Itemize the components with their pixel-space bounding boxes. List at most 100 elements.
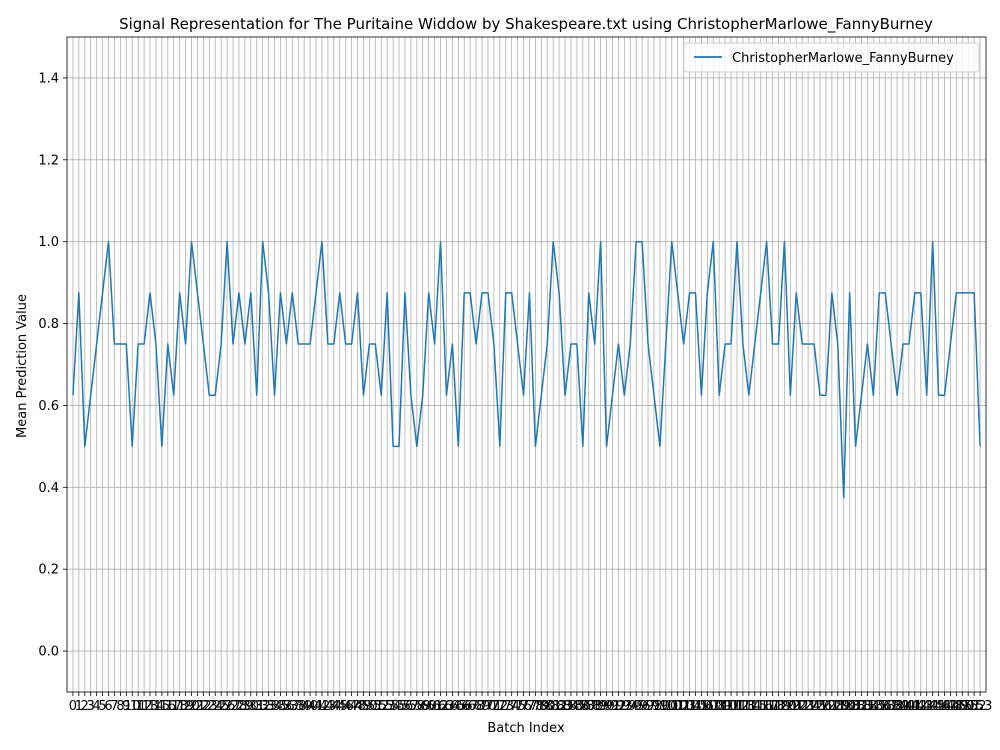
x-tick-label: 53	[379, 699, 396, 714]
x-tick-label: 16	[160, 699, 177, 714]
x-tick-label: 118	[760, 699, 785, 714]
y-tick-label: 0.6	[38, 399, 59, 414]
x-tick-label: 66	[456, 699, 473, 714]
x-tick-label: 2	[81, 699, 89, 714]
x-tick-label: 78	[527, 699, 544, 714]
x-tick-label: 96	[634, 699, 651, 714]
x-tick-label: 31	[248, 699, 265, 714]
x-tick-label: 89	[592, 699, 609, 714]
chart-title: Signal Representation for The Puritaine …	[119, 15, 933, 34]
x-tick-label: 29	[237, 699, 254, 714]
x-tick-label: 117	[754, 699, 779, 714]
x-tick-label: 99	[652, 699, 669, 714]
x-tick-label: 32	[254, 699, 271, 714]
x-tick-label: 76	[515, 699, 532, 714]
x-tick-label: 115	[742, 699, 767, 714]
x-tick-label: 100	[653, 699, 678, 714]
x-tick-label: 37	[284, 699, 301, 714]
x-tick-label: 25	[213, 699, 230, 714]
x-tick-label: 147	[932, 699, 957, 714]
x-tick-label: 105	[683, 699, 708, 714]
x-tick-label: 149	[944, 699, 969, 714]
x-tick-label: 58	[409, 699, 426, 714]
legend-label: ChristopherMarlowe_FannyBurney	[732, 51, 954, 66]
x-tick-label: 63	[438, 699, 455, 714]
x-tick-label: 113	[730, 699, 755, 714]
x-tick-label: 111	[719, 699, 744, 714]
x-tick-label: 64	[444, 699, 461, 714]
x-tick-label: 56	[397, 699, 414, 714]
x-tick-label: 102	[665, 699, 690, 714]
x-tick-label: 49	[355, 699, 372, 714]
x-tick-label: 55	[391, 699, 408, 714]
y-ticks: 0.0 0.2 0.4 0.6 0.8 1.0 1.2 1.4	[38, 71, 67, 660]
series-line	[72, 240, 981, 499]
x-tick-label: 136	[867, 699, 892, 714]
grid-lines	[67, 37, 986, 692]
x-tick-label: 26	[219, 699, 236, 714]
x-tick-label: 74	[503, 699, 520, 714]
x-tick-label: 120	[772, 699, 797, 714]
x-axis-label: Batch Index	[487, 721, 565, 736]
x-tick-label: 83	[557, 699, 574, 714]
x-tick-label: 27	[225, 699, 242, 714]
x-tick-label: 125	[802, 699, 827, 714]
x-tick-label: 6	[104, 699, 112, 714]
x-tick-label: 33	[260, 699, 277, 714]
x-tick-label: 21	[189, 699, 206, 714]
y-tick-label: 1.2	[38, 153, 59, 168]
x-tick-label: 18	[171, 699, 188, 714]
x-tick-label: 46	[337, 699, 354, 714]
y-axis-label: Mean Prediction Value	[15, 294, 30, 438]
x-tick-label: 101	[659, 699, 684, 714]
x-tick-label: 60	[420, 699, 437, 714]
x-tick-label: 138	[879, 699, 904, 714]
x-tick-label: 151	[956, 699, 981, 714]
x-tick-label: 108	[701, 699, 726, 714]
x-tick-label: 69	[474, 699, 491, 714]
x-tick-label: 13	[142, 699, 159, 714]
x-tick-label: 34	[266, 699, 283, 714]
y-tick-label: 1.0	[38, 235, 59, 250]
x-tick-label: 36	[278, 699, 295, 714]
x-tick-label: 134	[855, 699, 880, 714]
x-tick-label: 94	[622, 699, 639, 714]
x-tick-label: 90	[598, 699, 615, 714]
x-tick-label: 44	[326, 699, 343, 714]
x-tick-label: 22	[195, 699, 212, 714]
x-tick-label: 139	[885, 699, 910, 714]
x-tick-label: 122	[784, 699, 809, 714]
x-tick-label: 73	[497, 699, 514, 714]
plot-frame	[66, 36, 987, 693]
x-tick-label: 7	[110, 699, 118, 714]
x-tick-label: 104	[677, 699, 702, 714]
x-tick-label: 68	[468, 699, 485, 714]
x-tick-label: 123	[790, 699, 815, 714]
x-tick-label: 146	[926, 699, 951, 714]
x-tick-label: 45	[331, 699, 348, 714]
x-tick-label: 143	[908, 699, 933, 714]
x-tick-label: 107	[695, 699, 720, 714]
y-tick-label: 0.8	[38, 317, 59, 332]
x-tick-label: 150	[950, 699, 975, 714]
x-tick-label: 130	[831, 699, 856, 714]
x-tick-label: 48	[349, 699, 366, 714]
x-tick-label: 8	[116, 699, 124, 714]
x-tick-label: 41	[308, 699, 325, 714]
x-tick-label: 126	[808, 699, 833, 714]
x-tick-label: 144	[914, 699, 939, 714]
x-tick-label: 57	[403, 699, 420, 714]
legend-frame	[683, 42, 980, 73]
legend: ChristopherMarlowe_FannyBurney	[683, 42, 980, 73]
x-tick-label: 97	[640, 699, 657, 714]
x-tick-label: 121	[778, 699, 803, 714]
x-tick-label: 82	[551, 699, 568, 714]
x-tick-label: 110	[713, 699, 738, 714]
x-tick-label: 19	[177, 699, 194, 714]
x-tick-label: 80	[539, 699, 556, 714]
x-tick-label: 127	[814, 699, 839, 714]
axes	[66, 36, 987, 693]
x-tick-label: 116	[748, 699, 773, 714]
x-tick-label: 40	[302, 699, 319, 714]
